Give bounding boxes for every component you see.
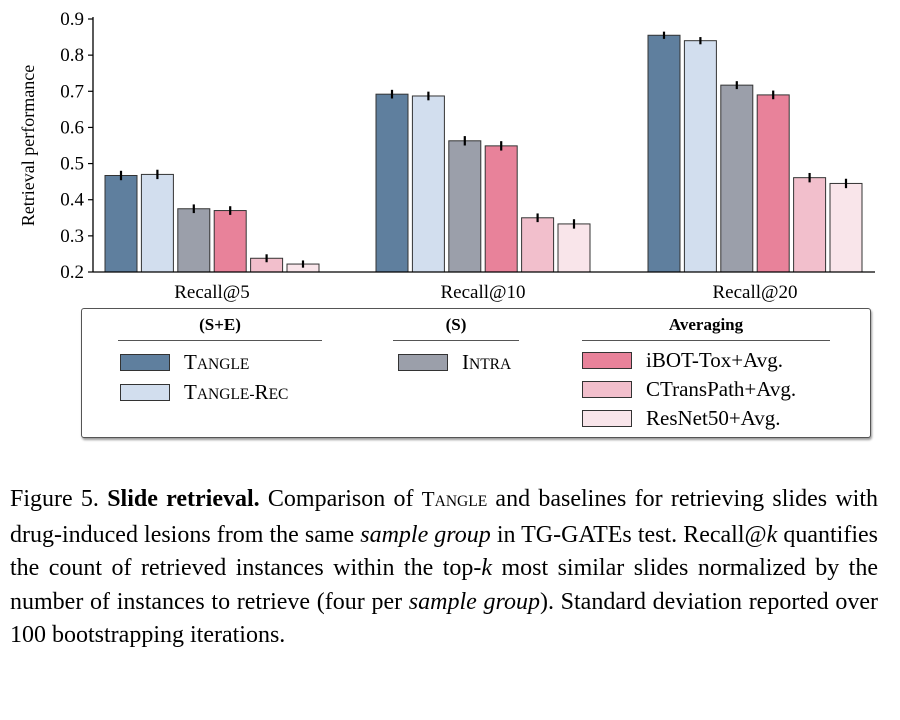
legend-swatch xyxy=(120,353,170,371)
bar xyxy=(829,182,863,273)
bar xyxy=(448,140,482,273)
y-tick-label: 0.3 xyxy=(60,226,84,247)
caption-bold-title: Slide retrieval. xyxy=(107,486,260,512)
caption-text: Comparison of xyxy=(259,486,422,512)
bar xyxy=(521,217,555,273)
caption-method-name: TANGLE xyxy=(421,487,488,511)
legend-swatch xyxy=(582,409,632,427)
x-tick-label: Recall@20 xyxy=(712,282,797,303)
legend-swatch xyxy=(398,353,448,371)
y-tick-label: 0.9 xyxy=(60,9,84,30)
bar xyxy=(720,84,754,273)
caption-label: Figure 5. xyxy=(10,486,99,512)
legend-item-intra: INTRA xyxy=(398,350,511,374)
legend-group-rule xyxy=(118,340,322,341)
caption-emphasis: sample group xyxy=(408,588,540,615)
caption-text: and baselines for retrieving slides with… xyxy=(10,486,878,548)
bar xyxy=(484,145,518,273)
legend-item-resnet50: ResNet50+Avg. xyxy=(582,406,781,430)
legend: (S+E) TANGLE TANGLE-REC (S) INTRA Averag… xyxy=(81,308,871,438)
figure-caption: Figure 5. Slide retrieval. Comparison of… xyxy=(10,483,878,653)
bar xyxy=(140,173,174,273)
bar xyxy=(213,210,247,273)
bar xyxy=(756,94,790,273)
legend-item-ibot: iBOT-Tox+Avg. xyxy=(582,348,783,372)
legend-label: TANGLE xyxy=(184,349,250,374)
legend-swatch xyxy=(120,383,170,401)
y-tick-label: 0.5 xyxy=(60,154,84,175)
y-tick-label: 0.7 xyxy=(60,81,84,102)
legend-group-title: (S+E) xyxy=(199,315,241,334)
y-axis: 0.2 0.3 0.4 0.5 0.6 0.7 0.8 0.9 Retrieval perfor… xyxy=(18,9,94,283)
legend-label: ResNet50+Avg. xyxy=(646,405,781,430)
bar xyxy=(683,40,717,273)
caption-text: ). Standard deviation reported over 100 … xyxy=(10,588,878,649)
bar xyxy=(793,177,827,273)
bar xyxy=(177,208,211,273)
bar xyxy=(557,223,591,273)
y-tick-label: 0.8 xyxy=(60,45,84,66)
legend-label: TANGLE-REC xyxy=(184,379,289,404)
bars xyxy=(104,31,863,273)
legend-group-title: Averaging xyxy=(668,315,744,334)
legend-label: CTransPath+Avg. xyxy=(646,376,797,401)
bar-chart: 0.2 0.3 0.4 0.5 0.6 0.7 0.8 0.9 Retrieval perfor… xyxy=(18,9,875,303)
caption-text: most similar slides normalized by the nu… xyxy=(10,555,878,615)
caption-emphasis: k xyxy=(481,555,493,582)
legend-group-rule xyxy=(393,340,519,341)
y-tick-label: 0.4 xyxy=(60,190,84,211)
legend-group-title: (S) xyxy=(445,315,467,334)
bar xyxy=(647,34,681,273)
x-axis: Recall@5 Recall@10 Recall@20 xyxy=(93,271,875,303)
legend-swatch xyxy=(582,380,632,398)
bar xyxy=(375,93,409,273)
x-tick-label: Recall@10 xyxy=(440,282,525,303)
legend-label: iBOT-Tox+Avg. xyxy=(646,347,783,372)
bar xyxy=(411,95,445,273)
legend-item-tangle: TANGLE xyxy=(120,350,249,374)
caption-emphasis: k xyxy=(766,521,778,548)
y-axis-label: Retrieval performance xyxy=(18,65,38,226)
caption-emphasis: sample group xyxy=(360,521,491,548)
y-tick-label: 0.6 xyxy=(60,117,84,138)
bar xyxy=(104,174,138,273)
legend-group-rule xyxy=(582,340,830,341)
x-tick-label: Recall@5 xyxy=(174,282,250,303)
legend-item-ctranspath: CTransPath+Avg. xyxy=(582,377,796,401)
caption-text: quantifies the count of retrieved instan… xyxy=(10,521,878,582)
legend-label: INTRA xyxy=(462,349,512,374)
legend-item-tangle-rec: TANGLE-REC xyxy=(120,380,288,404)
legend-swatch xyxy=(582,351,632,369)
y-tick-label: 0.2 xyxy=(60,262,84,283)
caption-text: in TG-GATEs test. Recall@ xyxy=(490,521,767,548)
